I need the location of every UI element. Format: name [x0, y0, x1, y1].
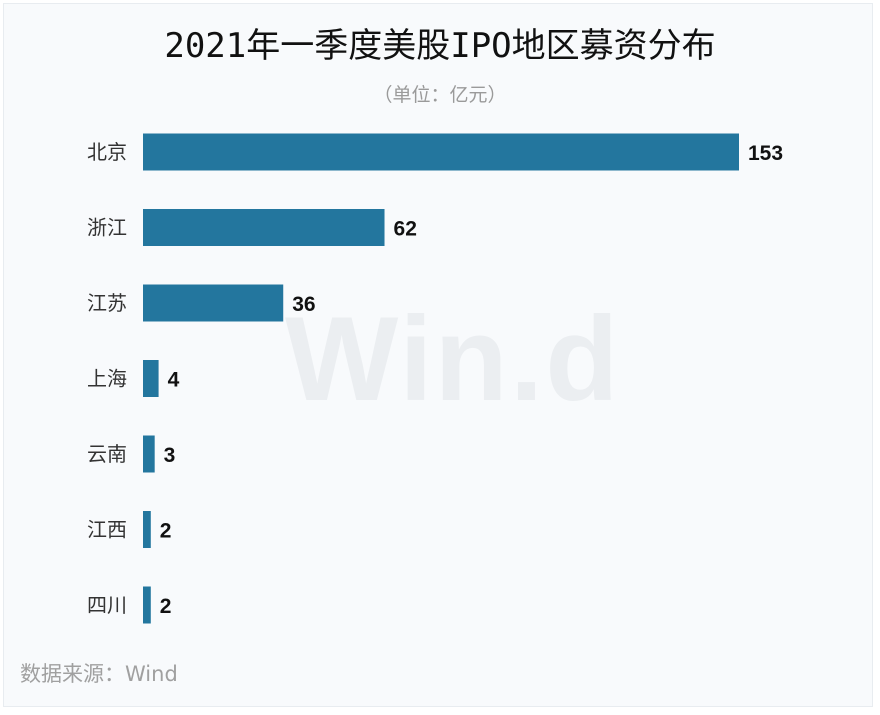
- chart-title: 2021年一季度美股IPO地区募资分布: [164, 26, 716, 66]
- category-label: 北京: [87, 140, 127, 164]
- bar: [143, 586, 151, 624]
- category-label: 云南: [87, 442, 127, 466]
- bar: [143, 284, 284, 322]
- value-label: 2: [160, 595, 172, 618]
- category-label: 浙江: [87, 216, 127, 240]
- value-label: 36: [292, 293, 315, 316]
- bar: [143, 133, 739, 171]
- bar: [143, 435, 155, 473]
- value-label: 153: [748, 142, 783, 165]
- chart-subtitle: （单位：亿元）: [373, 84, 507, 106]
- wind-watermark: Win.d: [285, 292, 621, 426]
- value-label: 62: [394, 218, 417, 241]
- value-label: 3: [164, 444, 176, 467]
- category-label: 四川: [87, 593, 127, 617]
- category-label: 江苏: [87, 291, 127, 315]
- category-label: 江西: [87, 518, 127, 542]
- data-source: 数据来源：Wind: [20, 662, 178, 686]
- bar: [143, 209, 385, 246]
- category-label: 上海: [87, 367, 127, 391]
- bar: [143, 360, 159, 397]
- value-label: 4: [168, 369, 180, 392]
- value-label: 2: [160, 520, 172, 543]
- bar: [143, 511, 151, 548]
